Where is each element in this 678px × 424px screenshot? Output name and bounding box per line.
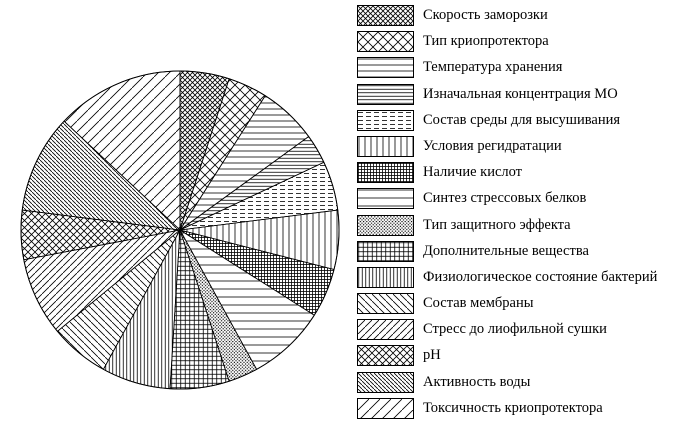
legend-item: Тип криопротектора [357, 31, 675, 53]
legend-swatch-diag-up-sparse [357, 397, 414, 419]
legend-label: Токсичность криопротектора [423, 399, 603, 416]
legend-swatch-horiz [357, 57, 414, 79]
legend-swatch-horiz-sparse [357, 188, 414, 210]
legend-item: Изначальная концентрация МО [357, 83, 675, 105]
legend-swatch-dash-horiz [357, 109, 414, 131]
legend-item: Синтез стрессовых белков [357, 188, 675, 210]
legend-swatch-diag-cross-small [357, 345, 414, 367]
legend-label: Тип защитного эффекта [423, 216, 571, 233]
legend-swatch-dots-dense [357, 214, 414, 236]
legend-item: Тип защитного эффекта [357, 214, 675, 236]
legend-swatch-vert-dense [357, 266, 414, 288]
legend-label: Температура хранения [423, 59, 563, 76]
pie-chart [20, 70, 340, 390]
legend-swatch-grid-dense [357, 240, 414, 262]
legend-label: Скорость заморозки [423, 7, 548, 23]
legend-swatch-horiz-dense [357, 83, 414, 105]
legend-item: Условия регидратации [357, 135, 675, 157]
legend-label: pH [423, 347, 441, 364]
legend-item: Состав мембраны [357, 293, 675, 315]
legend-label: Изначальная концентрация МО [423, 85, 618, 102]
legend-swatch-diag-down [357, 293, 414, 315]
legend-item: Скорость заморозки [357, 5, 675, 26]
legend-label: Условия регидратации [423, 137, 562, 154]
legend-swatch-diag-down-dense [357, 371, 414, 393]
legend-item: Физиологическое состояние бактерий [357, 266, 675, 288]
legend-label: Стресс до лиофильной сушки [423, 321, 607, 338]
legend-item: pH [357, 345, 675, 367]
legend-item: Активность воды [357, 371, 675, 393]
legend-label: Тип криопротектора [423, 33, 549, 50]
legend-swatch-diag-cross-dense [357, 5, 414, 26]
legend-label: Физиологическое состояние бактерий [423, 268, 658, 285]
legend-swatch-grid-small [357, 162, 414, 184]
legend-item: Дополнительные вещества [357, 240, 675, 262]
legend-swatch-diag-cross [357, 31, 414, 53]
legend-label: Состав среды для высушивания [423, 111, 621, 128]
legend-swatch-diag-up [357, 319, 414, 341]
legend-item: Наличие кислот [357, 162, 675, 184]
legend-label: Дополнительные вещества [423, 242, 589, 259]
legend-item: Стресс до лиофильной сушки [357, 319, 675, 341]
pie-svg [20, 70, 340, 390]
legend: Скорость заморозки Тип криопротектора Темп… [357, 5, 675, 419]
legend-swatch-vert [357, 135, 414, 157]
legend-item: Состав среды для высушивания [357, 109, 675, 131]
legend-label: Синтез стрессовых белков [423, 190, 587, 207]
legend-label: Наличие кислот [423, 164, 523, 181]
legend-label: Активность воды [423, 373, 531, 390]
legend-label: Состав мембраны [423, 295, 534, 312]
legend-item: Токсичность криопротектора [357, 397, 675, 419]
legend-item: Температура хранения [357, 57, 675, 79]
